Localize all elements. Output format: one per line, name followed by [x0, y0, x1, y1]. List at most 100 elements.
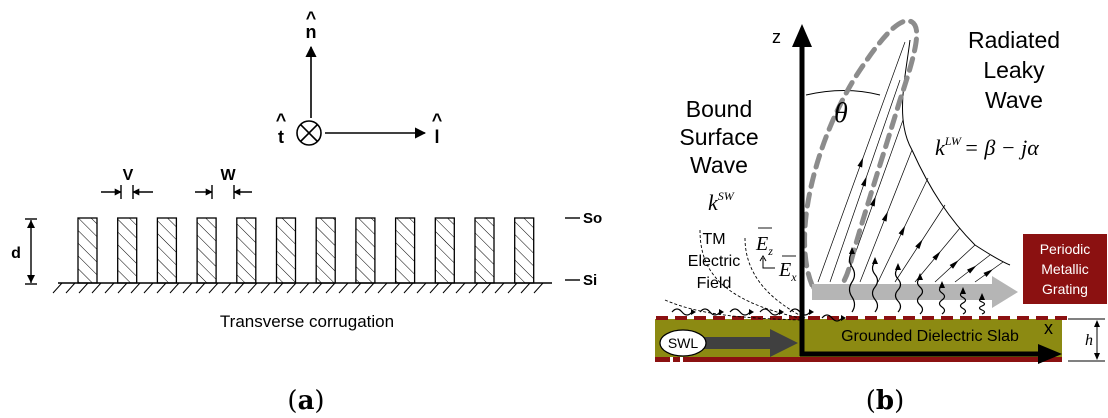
- ground-hatch-mark: [221, 282, 232, 294]
- grating-segment: [960, 316, 972, 320]
- tm-field-line-2: Electric: [688, 253, 740, 270]
- wavy-field-arrow: [938, 285, 946, 315]
- grating-segment: [1036, 316, 1048, 320]
- corrugation-ridge: [236, 217, 257, 284]
- leaky-wave-arrow: [812, 276, 1018, 308]
- leaky-ray-arrowhead: [983, 269, 994, 277]
- ground-hatch-mark: [325, 282, 336, 294]
- ground-hatch-mark: [91, 282, 102, 294]
- k-lw-equation: kLW = β − jα: [935, 134, 1039, 160]
- ground-hatch-mark: [195, 282, 206, 294]
- tm-field-dash-2: [744, 237, 806, 319]
- grating-segment: [827, 316, 839, 320]
- surface-wave-arrowhead: [749, 309, 754, 315]
- grating-segment: [846, 316, 858, 320]
- leaky-ray-arrowhead: [881, 211, 888, 222]
- ground-hatch-mark: [130, 282, 141, 294]
- z-axis-arrowhead: [792, 24, 812, 47]
- ground-hatch-mark: [429, 282, 440, 294]
- grating-segment: [694, 316, 706, 320]
- ground-hatch-mark: [377, 282, 388, 294]
- corrugation-ridge: [394, 217, 416, 284]
- surface-wave-arrowhead: [691, 309, 696, 315]
- ground-hatch-mark: [78, 282, 89, 294]
- wavy-field-arrowhead: [939, 281, 945, 288]
- field-components: Ez Ex: [755, 227, 797, 284]
- leaky-ray-arrowhead: [898, 225, 906, 236]
- grating-segment: [903, 316, 915, 320]
- leaky-beam-ellipse: [802, 18, 920, 298]
- corrugation-ridge: [77, 217, 98, 284]
- tm-field-dash-3: [664, 299, 801, 321]
- d-label: d: [11, 245, 21, 262]
- wavy-field-arrows: [848, 247, 986, 315]
- grating-segment: [770, 316, 782, 320]
- leaky-ray-arrowhead: [915, 239, 923, 250]
- corrugation-ridge: [196, 217, 217, 284]
- corrugation-ridge: [315, 217, 336, 284]
- ground-hatch-mark: [117, 282, 128, 294]
- t-axis-cross-line-2: [299, 123, 319, 143]
- leaky-wave-rays: [817, 41, 1004, 283]
- leaky-ray-arrowhead: [967, 265, 977, 274]
- si-label: Si: [583, 272, 597, 289]
- panel-a-axes: ^ n ^ t ^ l: [276, 8, 443, 147]
- caption-a: (a): [287, 386, 324, 416]
- h-arrow-up: [1094, 320, 1100, 327]
- leaky-ray-arrowhead: [869, 196, 876, 207]
- grating-segment: [789, 316, 801, 320]
- tm-field-lines: [664, 229, 806, 321]
- surface-wave-squiggle: [671, 308, 693, 316]
- grating-segment: [1055, 316, 1067, 320]
- grating-segment: [884, 316, 896, 320]
- n-axis-label: n: [306, 22, 317, 42]
- ground-hatch-mark: [234, 282, 245, 294]
- ground-hatch-mark: [455, 282, 466, 294]
- ground-hatch-mark: [312, 282, 323, 294]
- slab-gap-left-2: [680, 357, 683, 362]
- wavy-field-arrow: [916, 277, 924, 315]
- leaky-ray-arrowhead: [949, 260, 959, 269]
- slab-label: Grounded Dielectric Slab: [841, 328, 1019, 345]
- d-dimension: d: [11, 218, 37, 285]
- surface-wave-squiggle: [699, 308, 721, 316]
- so-label: So: [583, 210, 602, 227]
- ground-hatch-mark: [533, 282, 544, 294]
- ground-plane: [655, 357, 1062, 362]
- n-axis-hat: ^: [306, 8, 317, 28]
- grating-segment: [998, 316, 1010, 320]
- corrugation-ridge: [117, 217, 138, 284]
- leaky-ray-arrowhead: [857, 157, 864, 168]
- surface-wave-arrowhead: [779, 309, 784, 315]
- wavy-field-arrow: [871, 261, 879, 313]
- d-arrow-down: [27, 275, 35, 283]
- grating-segment: [675, 316, 687, 320]
- ground-hatch-mark: [299, 282, 310, 294]
- swl-arrow: [700, 329, 798, 357]
- ground-hatch-mark: [390, 282, 401, 294]
- ground-hatch-mark: [494, 282, 505, 294]
- ground-hatch-mark: [416, 282, 427, 294]
- wavy-field-arrow: [959, 291, 967, 315]
- corrugation-ridge: [156, 217, 178, 284]
- corrugation-ridge: [275, 217, 297, 284]
- wavy-field-arrowhead: [849, 247, 855, 254]
- grating-segment: [751, 316, 763, 320]
- wavy-field-arrow: [978, 297, 986, 315]
- tm-field-line-3: Field: [697, 275, 732, 292]
- wavy-field-arrowhead: [895, 263, 901, 270]
- leaky-envelope-curve: [902, 39, 1011, 266]
- w-label: W: [220, 167, 236, 184]
- h-label: h: [1085, 332, 1093, 349]
- ground-hatch-mark: [208, 282, 219, 294]
- surface-wave-squiggle: [729, 308, 751, 316]
- ground-hatch-mark: [364, 282, 375, 294]
- swl-badge: [659, 329, 707, 357]
- radiated-wave-line-3: Wave: [985, 87, 1043, 113]
- z-axis-label: z: [772, 27, 781, 47]
- bound-wave-line-2: Surface: [679, 124, 758, 150]
- ground-hatch-mark: [104, 282, 115, 294]
- corrugation-ridge: [355, 217, 376, 284]
- ground-hatch: [52, 282, 544, 294]
